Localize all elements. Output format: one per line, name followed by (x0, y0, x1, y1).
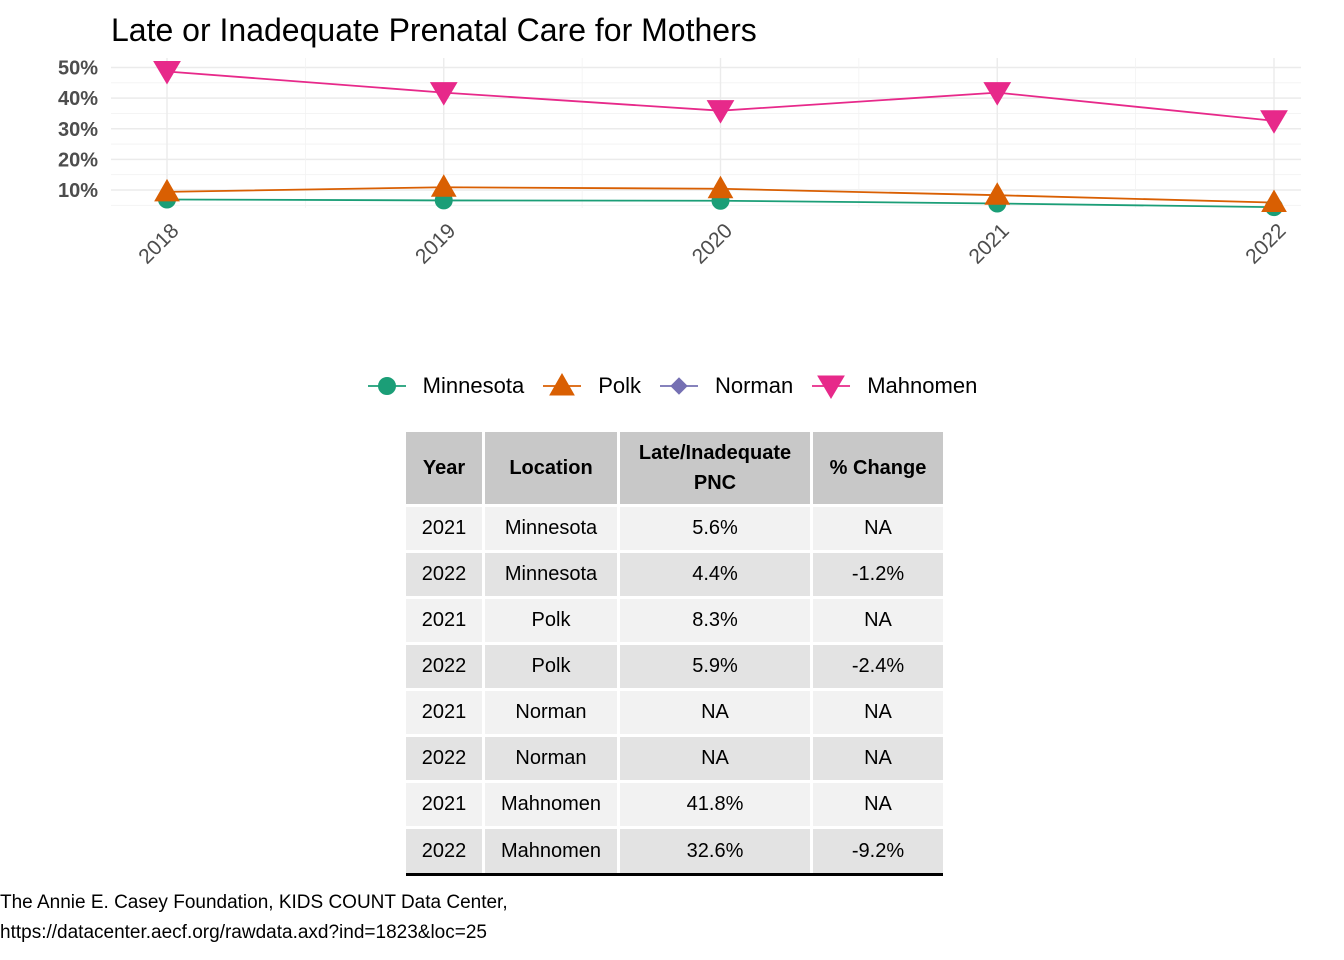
x-tick-label: 2019 (411, 219, 460, 268)
header-year: Year (406, 432, 485, 507)
x-tick-label: 2022 (1241, 219, 1290, 268)
y-tick-label: 30% (58, 119, 98, 141)
cell-change: NA (811, 781, 943, 829)
cell-change: -9.2% (811, 827, 943, 876)
cell-pnc: 5.6% (618, 505, 813, 553)
data-point-polk (154, 178, 180, 202)
table-row: 2022 Polk 5.9% -2.4% (406, 643, 943, 691)
y-tick-label: 10% (58, 180, 98, 202)
legend-marker (817, 375, 846, 399)
cell-pnc: NA (618, 689, 813, 737)
legend-marker (670, 377, 688, 395)
cell-location: Minnesota (483, 505, 620, 553)
x-tick-label: 2020 (688, 219, 737, 268)
cell-year: 2021 (406, 781, 485, 829)
table-row: 2022 Minnesota 4.4% -1.2% (406, 551, 943, 599)
y-tick-label: 50% (58, 58, 98, 80)
series-markers (153, 60, 1288, 217)
table-row: 2021 Mahnomen 41.8% NA (406, 781, 943, 829)
cell-change: NA (811, 735, 943, 783)
legend-marker (377, 377, 396, 395)
legend-label: Mahnomen (867, 373, 978, 398)
data-point-mahnomen (153, 60, 181, 85)
caption-line-2: https://datacenter.aecf.org/rawdata.axd?… (0, 922, 487, 943)
legend: Minnesota Polk Norman Mahnomen (0, 366, 1344, 406)
legend-label: Norman (714, 373, 794, 398)
chart-title: Late or Inadequate Prenatal Care for Mot… (111, 12, 757, 48)
table-row: 2022 Norman NA NA (406, 735, 943, 783)
legend-key-circle (367, 377, 406, 395)
cell-change: -2.4% (811, 643, 943, 691)
data-point-mahnomen (983, 82, 1012, 106)
x-tick-label: 2018 (134, 219, 183, 268)
cell-location: Polk (483, 597, 620, 645)
legend-item-minnesota: Minnesota (367, 366, 525, 406)
x-tick-label: 2021 (964, 219, 1013, 268)
cell-location: Mahnomen (483, 827, 620, 876)
y-tick-label: 20% (58, 149, 98, 171)
table-row: 2021 Minnesota 5.6% NA (406, 505, 943, 553)
cell-pnc: 5.9% (618, 643, 813, 691)
legend-key-diamond (659, 377, 698, 395)
cell-pnc: 32.6% (618, 827, 813, 876)
cell-year: 2021 (406, 505, 485, 553)
data-point-polk (984, 182, 1011, 205)
legend-item-mahnomen: Mahnomen (811, 366, 977, 406)
x-axis-tick-labels: 2018 2019 2020 2021 2022 (134, 219, 1290, 268)
header-pnc: Late/Inadequate PNC (618, 432, 813, 507)
data-point-mahnomen (706, 100, 735, 124)
cell-pnc: NA (618, 735, 813, 783)
legend-item-polk: Polk (542, 366, 641, 406)
data-point-mahnomen (1260, 110, 1288, 134)
table-header-row: Year Location Late/Inadequate PNC % Chan… (406, 432, 943, 507)
y-axis-tick-labels: 10% 20% 30% 40% 50% (58, 58, 98, 203)
data-point-polk (430, 174, 457, 197)
cell-change: -1.2% (811, 551, 943, 599)
data-point-polk (1261, 189, 1287, 213)
header-location: Location (483, 432, 620, 507)
legend-label: Polk (598, 373, 641, 398)
cell-year: 2022 (406, 827, 485, 876)
cell-year: 2022 (406, 735, 485, 783)
cell-location: Minnesota (483, 551, 620, 599)
cell-year: 2022 (406, 551, 485, 599)
cell-location: Norman (483, 735, 620, 783)
table-row: 2021 Polk 8.3% NA (406, 597, 943, 645)
legend-marker (549, 372, 576, 396)
cell-location: Polk (483, 643, 620, 691)
data-table: Year Location Late/Inadequate PNC % Chan… (406, 432, 943, 876)
header-change: % Change (811, 432, 943, 507)
legend-key-triangle-down (812, 375, 851, 399)
caption-line-1: The Annie E. Casey Foundation, KIDS COUN… (0, 892, 508, 913)
source-caption: The Annie E. Casey Foundation, KIDS COUN… (0, 888, 508, 948)
cell-location: Mahnomen (483, 781, 620, 829)
data-point-polk (707, 175, 734, 199)
legend-label: Minnesota (422, 373, 525, 398)
legend-item-norman: Norman (659, 366, 793, 406)
cell-location: Norman (483, 689, 620, 737)
cell-pnc: 41.8% (618, 781, 813, 829)
cell-pnc: 8.3% (618, 597, 813, 645)
legend-key-triangle-up (543, 372, 582, 396)
table-row: 2021 Norman NA NA (406, 689, 943, 737)
line-chart: 10% 20% 30% 40% 50% 2018 2019 2020 2021 2022 (58, 58, 1301, 269)
data-point-mahnomen (429, 82, 458, 106)
cell-change: NA (811, 597, 943, 645)
cell-pnc: 4.4% (618, 551, 813, 599)
cell-year: 2021 (406, 597, 485, 645)
table-row: 2022 Mahnomen 32.6% -9.2% (406, 827, 943, 876)
cell-year: 2021 (406, 689, 485, 737)
cell-year: 2022 (406, 643, 485, 691)
y-tick-label: 40% (58, 88, 98, 110)
cell-change: NA (811, 505, 943, 553)
cell-change: NA (811, 689, 943, 737)
